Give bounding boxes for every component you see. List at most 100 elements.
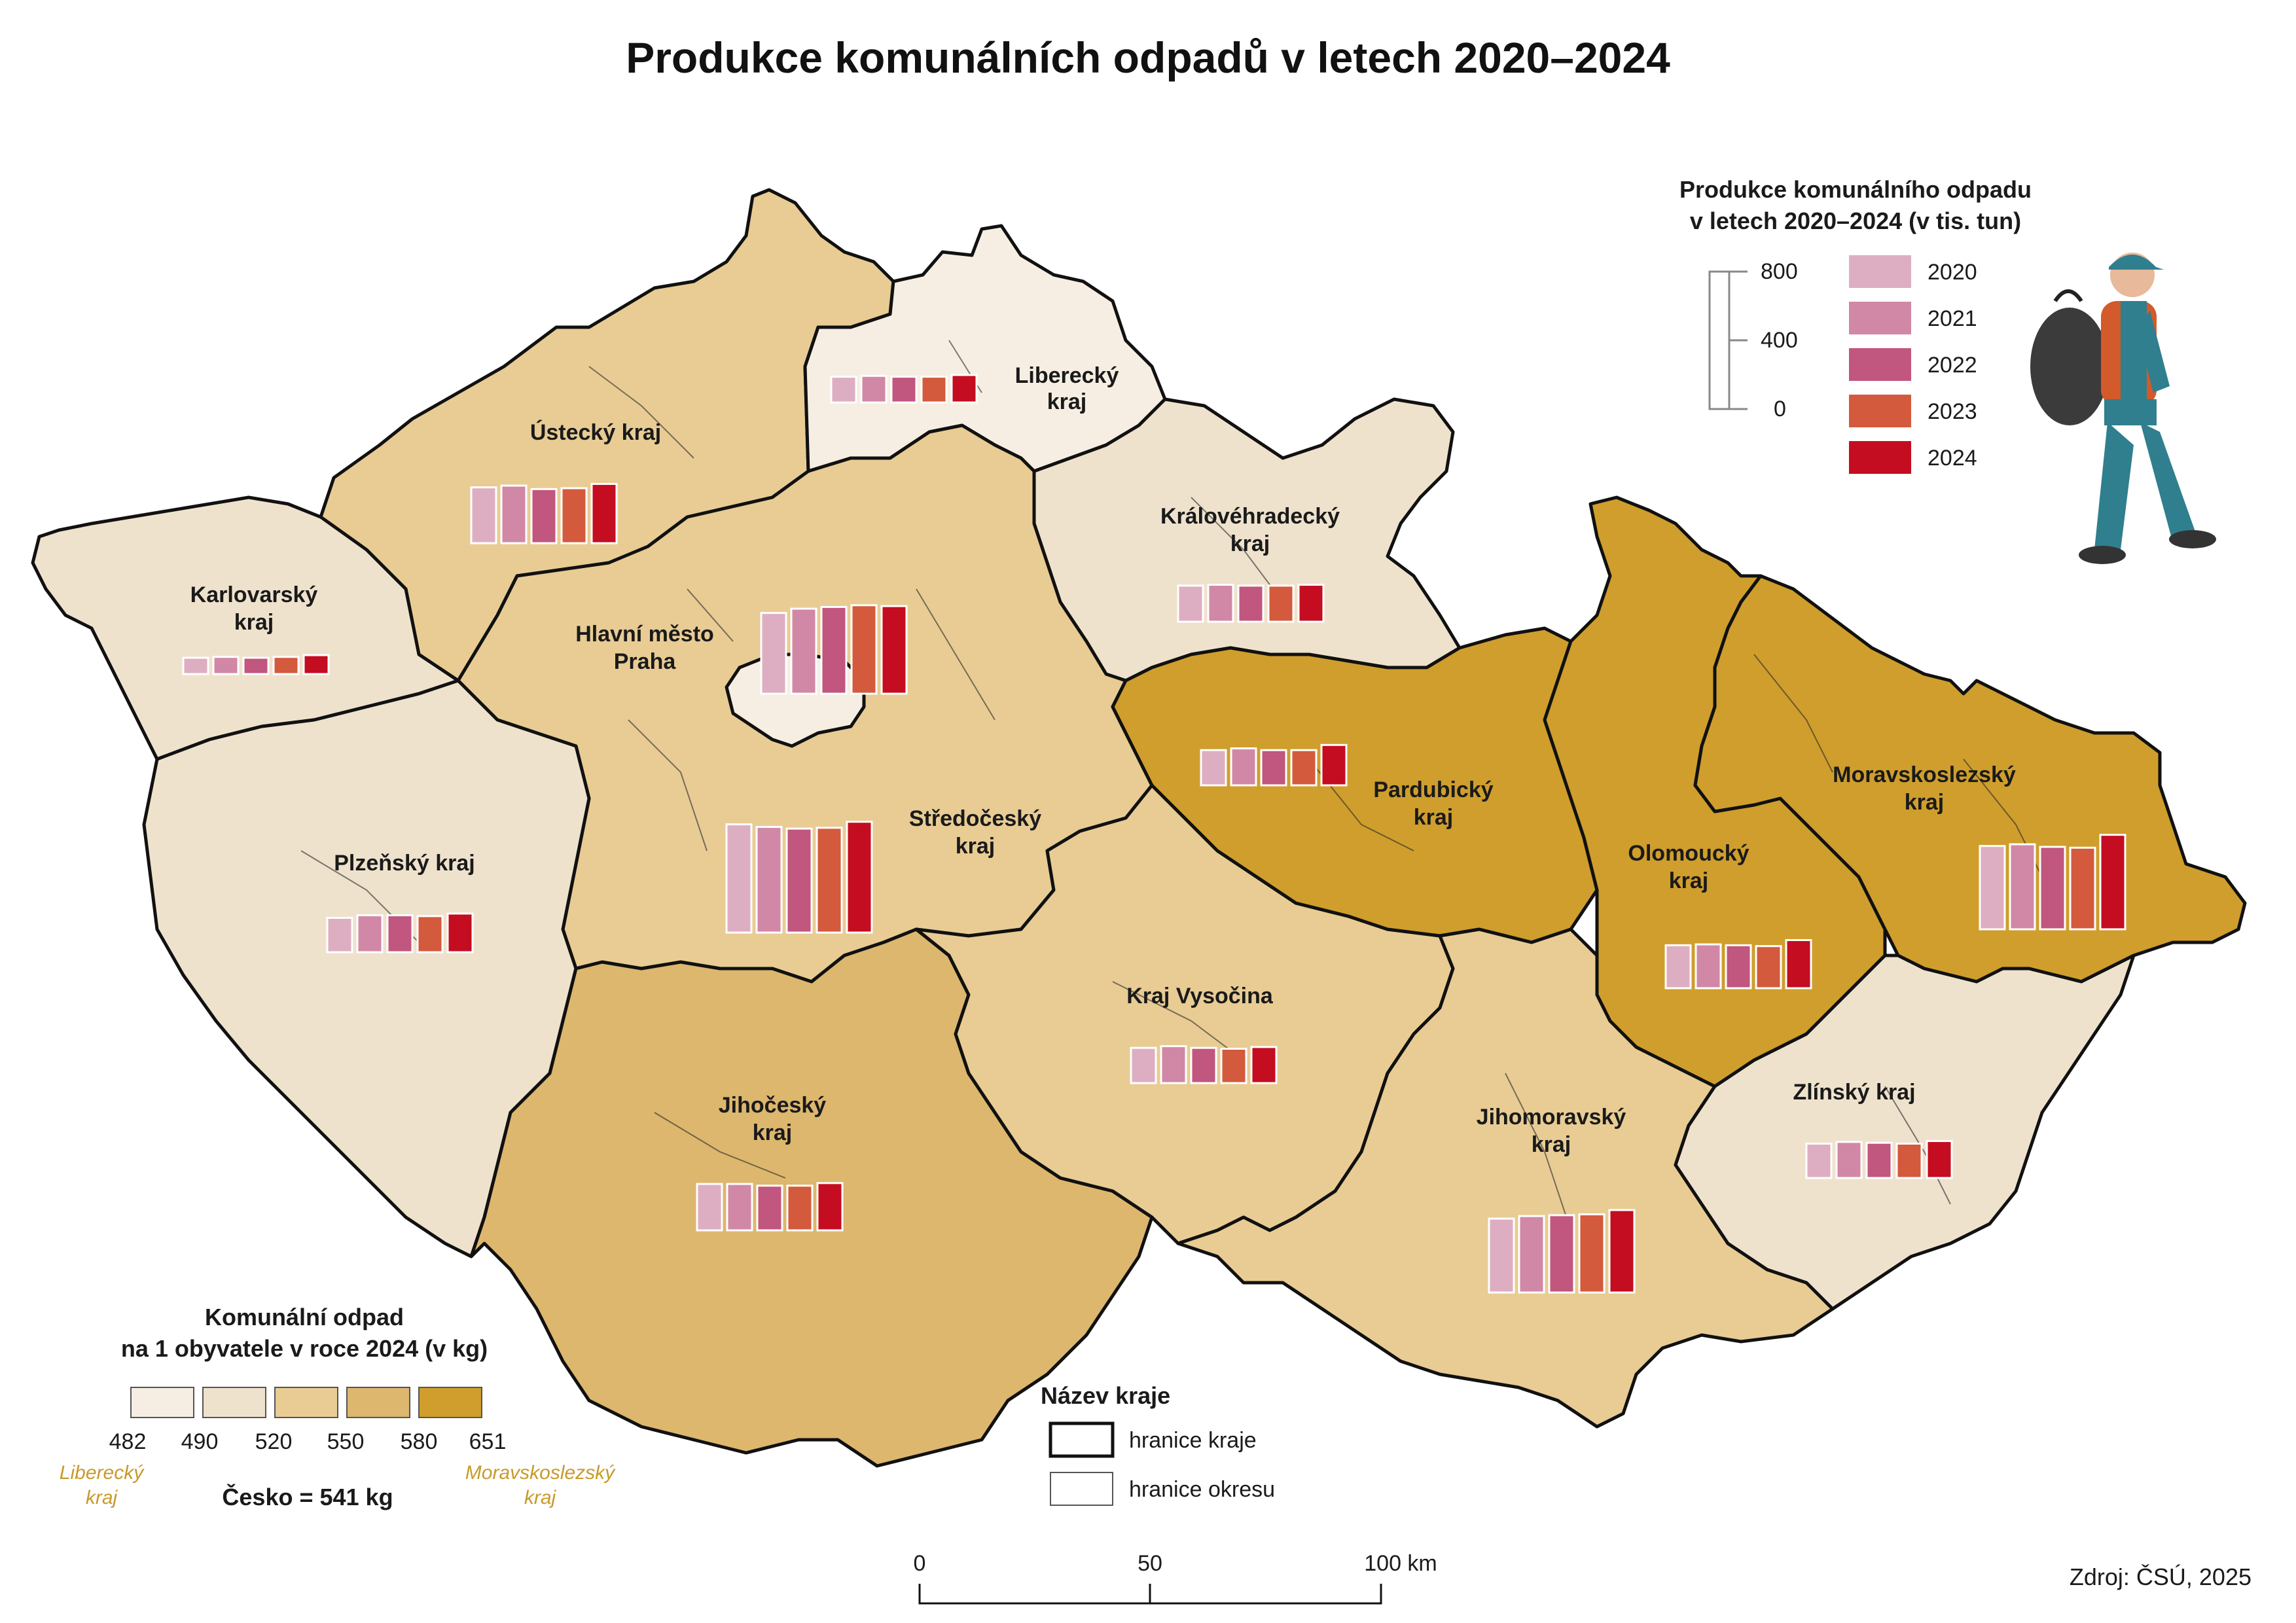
min-region-line1: Liberecký — [60, 1462, 145, 1484]
choropleth-break-490: 490 — [181, 1429, 219, 1454]
bar-moravskoslezsky-2020 — [1979, 845, 2006, 931]
bar-praha-2022 — [820, 605, 848, 695]
bar-jihocesky-2020 — [696, 1183, 723, 1232]
bar-karlovarsky-2020 — [182, 656, 209, 675]
year-swatch-2020 — [1849, 255, 1911, 288]
bar-legend-scale: 800 400 0 — [1708, 259, 1798, 421]
region-label-jihomoravsky: Jihomoravský — [1477, 1105, 1626, 1130]
bar-karlovarsky-2023 — [272, 656, 300, 675]
bar-legend-tick-0: 0 — [1774, 397, 1786, 421]
bar-ustecky-2024 — [590, 482, 618, 544]
bar-jihomoravsky-2020 — [1488, 1217, 1515, 1294]
bar-liberecky-2023 — [920, 376, 948, 404]
bar-jihocesky-2023 — [786, 1185, 814, 1232]
region-label-kralovehradecky: Královéhradecký — [1160, 504, 1340, 529]
year-label-2023: 2023 — [1928, 399, 1977, 424]
bar-zlinsky-2022 — [1865, 1141, 1893, 1179]
bar-praha-2024 — [880, 605, 908, 695]
source-note: Zdroj: ČSÚ, 2025 — [2070, 1563, 2251, 1590]
bar-karlovarsky-2022 — [242, 656, 270, 675]
bar-vysocina-2021 — [1160, 1045, 1187, 1084]
bar-kralovehradecky-2024 — [1297, 584, 1325, 623]
region-label-jihocesky: Jihočeský — [719, 1093, 827, 1118]
choropleth-break-651: 651 — [469, 1429, 507, 1454]
bar-liberecky-2021 — [860, 374, 888, 404]
bar-ustecky-2020 — [470, 486, 497, 544]
year-label-2024: 2024 — [1928, 446, 1977, 471]
region-label-liberecky: Liberecký — [1015, 363, 1119, 388]
bar-vysocina-2024 — [1250, 1046, 1278, 1084]
regions-layer — [31, 188, 2247, 1468]
bar-jihocesky-2021 — [726, 1183, 753, 1232]
bar-vysocina-2023 — [1220, 1048, 1247, 1084]
bar-legend: Produkce komunálního odpadu v letech 202… — [1679, 176, 2032, 474]
year-label-2022: 2022 — [1928, 353, 1977, 378]
bar-kralovehradecky-2022 — [1237, 584, 1265, 623]
region-label-plzensky: Plzeňský kraj — [334, 851, 475, 876]
region-label-liberecky-line2: kraj — [1047, 389, 1087, 414]
max-region-line2: kraj — [524, 1487, 557, 1508]
bar-pardubicky-2020 — [1200, 749, 1227, 787]
year-legend: 2020 2021 2022 2023 2024 — [1849, 255, 1977, 474]
boundary-legend: Název kraje hranice kraje hranice okresu — [1041, 1382, 1275, 1506]
region-zlinsky[interactable] — [1674, 954, 2136, 1311]
region-label-moravskoslezsky-line2: kraj — [1905, 790, 1945, 815]
bar-moravskoslezsky-2024 — [2099, 834, 2126, 931]
choropleth-class-2 — [202, 1387, 266, 1418]
region-label-zlinsky: Zlínský kraj — [1793, 1080, 1915, 1105]
district-border-swatch — [1050, 1472, 1113, 1506]
bar-moravskoslezsky-2022 — [2039, 846, 2066, 931]
region-label-olomoucky-line2: kraj — [1669, 868, 1709, 893]
bar-plzensky-2021 — [356, 914, 384, 954]
bar-liberecky-2020 — [830, 376, 857, 404]
worker-cap-icon — [2109, 255, 2164, 270]
choropleth-class-3 — [274, 1387, 338, 1418]
bar-ustecky-2022 — [530, 488, 558, 544]
bar-karlovarsky-2021 — [212, 656, 240, 675]
worker-illustration — [2030, 253, 2216, 564]
bar-praha-2023 — [850, 604, 878, 695]
region-border-label: hranice kraje — [1129, 1428, 1257, 1453]
bar-jihocesky-2024 — [816, 1182, 844, 1232]
choropleth-class-5 — [418, 1387, 482, 1418]
bar-praha-2021 — [790, 607, 817, 695]
bar-plzensky-2022 — [386, 914, 414, 954]
choropleth-legend-title-line1: Komunální odpad — [205, 1304, 404, 1330]
bar-legend-tick-400: 400 — [1761, 328, 1798, 353]
bar-jihomoravsky-2022 — [1548, 1214, 1575, 1294]
region-label-karlovarsky: Karlovarský — [190, 582, 318, 607]
region-label-karlovarsky-line2: kraj — [234, 610, 274, 635]
choropleth-break-520: 520 — [255, 1429, 293, 1454]
bar-legend-scale-box — [1708, 270, 1731, 410]
year-label-2020: 2020 — [1928, 260, 1977, 285]
region-label-stredocesky-line2: kraj — [956, 834, 996, 859]
bar-plzensky-2020 — [326, 917, 353, 954]
bar-plzensky-2023 — [416, 915, 444, 954]
region-label-moravskoslezsky: Moravskoslezský — [1833, 762, 2016, 787]
bar-pardubicky-2021 — [1230, 747, 1257, 787]
bar-vysocina-2020 — [1130, 1046, 1157, 1084]
bar-moravskoslezsky-2023 — [2069, 846, 2096, 931]
bar-jihomoravsky-2021 — [1518, 1215, 1545, 1294]
bar-stredocesky-2022 — [785, 827, 813, 934]
region-label-ustecky: Ústecký kraj — [530, 420, 661, 445]
region-border-swatch — [1049, 1421, 1115, 1458]
bar-zlinsky-2020 — [1805, 1143, 1833, 1179]
worker-leg-right — [2140, 422, 2196, 543]
bar-charts-layer — [182, 374, 2126, 1294]
max-region-line1: Moravskoslezský — [465, 1462, 616, 1484]
year-swatch-2023 — [1849, 395, 1911, 427]
min-region-line2: kraj — [86, 1487, 118, 1508]
bar-jihocesky-2022 — [756, 1185, 783, 1232]
bar-jihomoravsky-2024 — [1608, 1209, 1636, 1294]
choropleth-legend: Komunální odpad na 1 obyvatele v roce 20… — [60, 1304, 616, 1510]
bar-vysocina-2022 — [1190, 1046, 1217, 1084]
year-swatch-2022 — [1849, 348, 1911, 381]
bar-stredocesky-2020 — [725, 823, 753, 934]
year-swatch-2024 — [1849, 441, 1911, 474]
bar-olomoucky-2023 — [1755, 945, 1782, 990]
bar-jihomoravsky-2023 — [1578, 1213, 1605, 1294]
region-label-olomoucky: Olomoucký — [1628, 841, 1749, 866]
